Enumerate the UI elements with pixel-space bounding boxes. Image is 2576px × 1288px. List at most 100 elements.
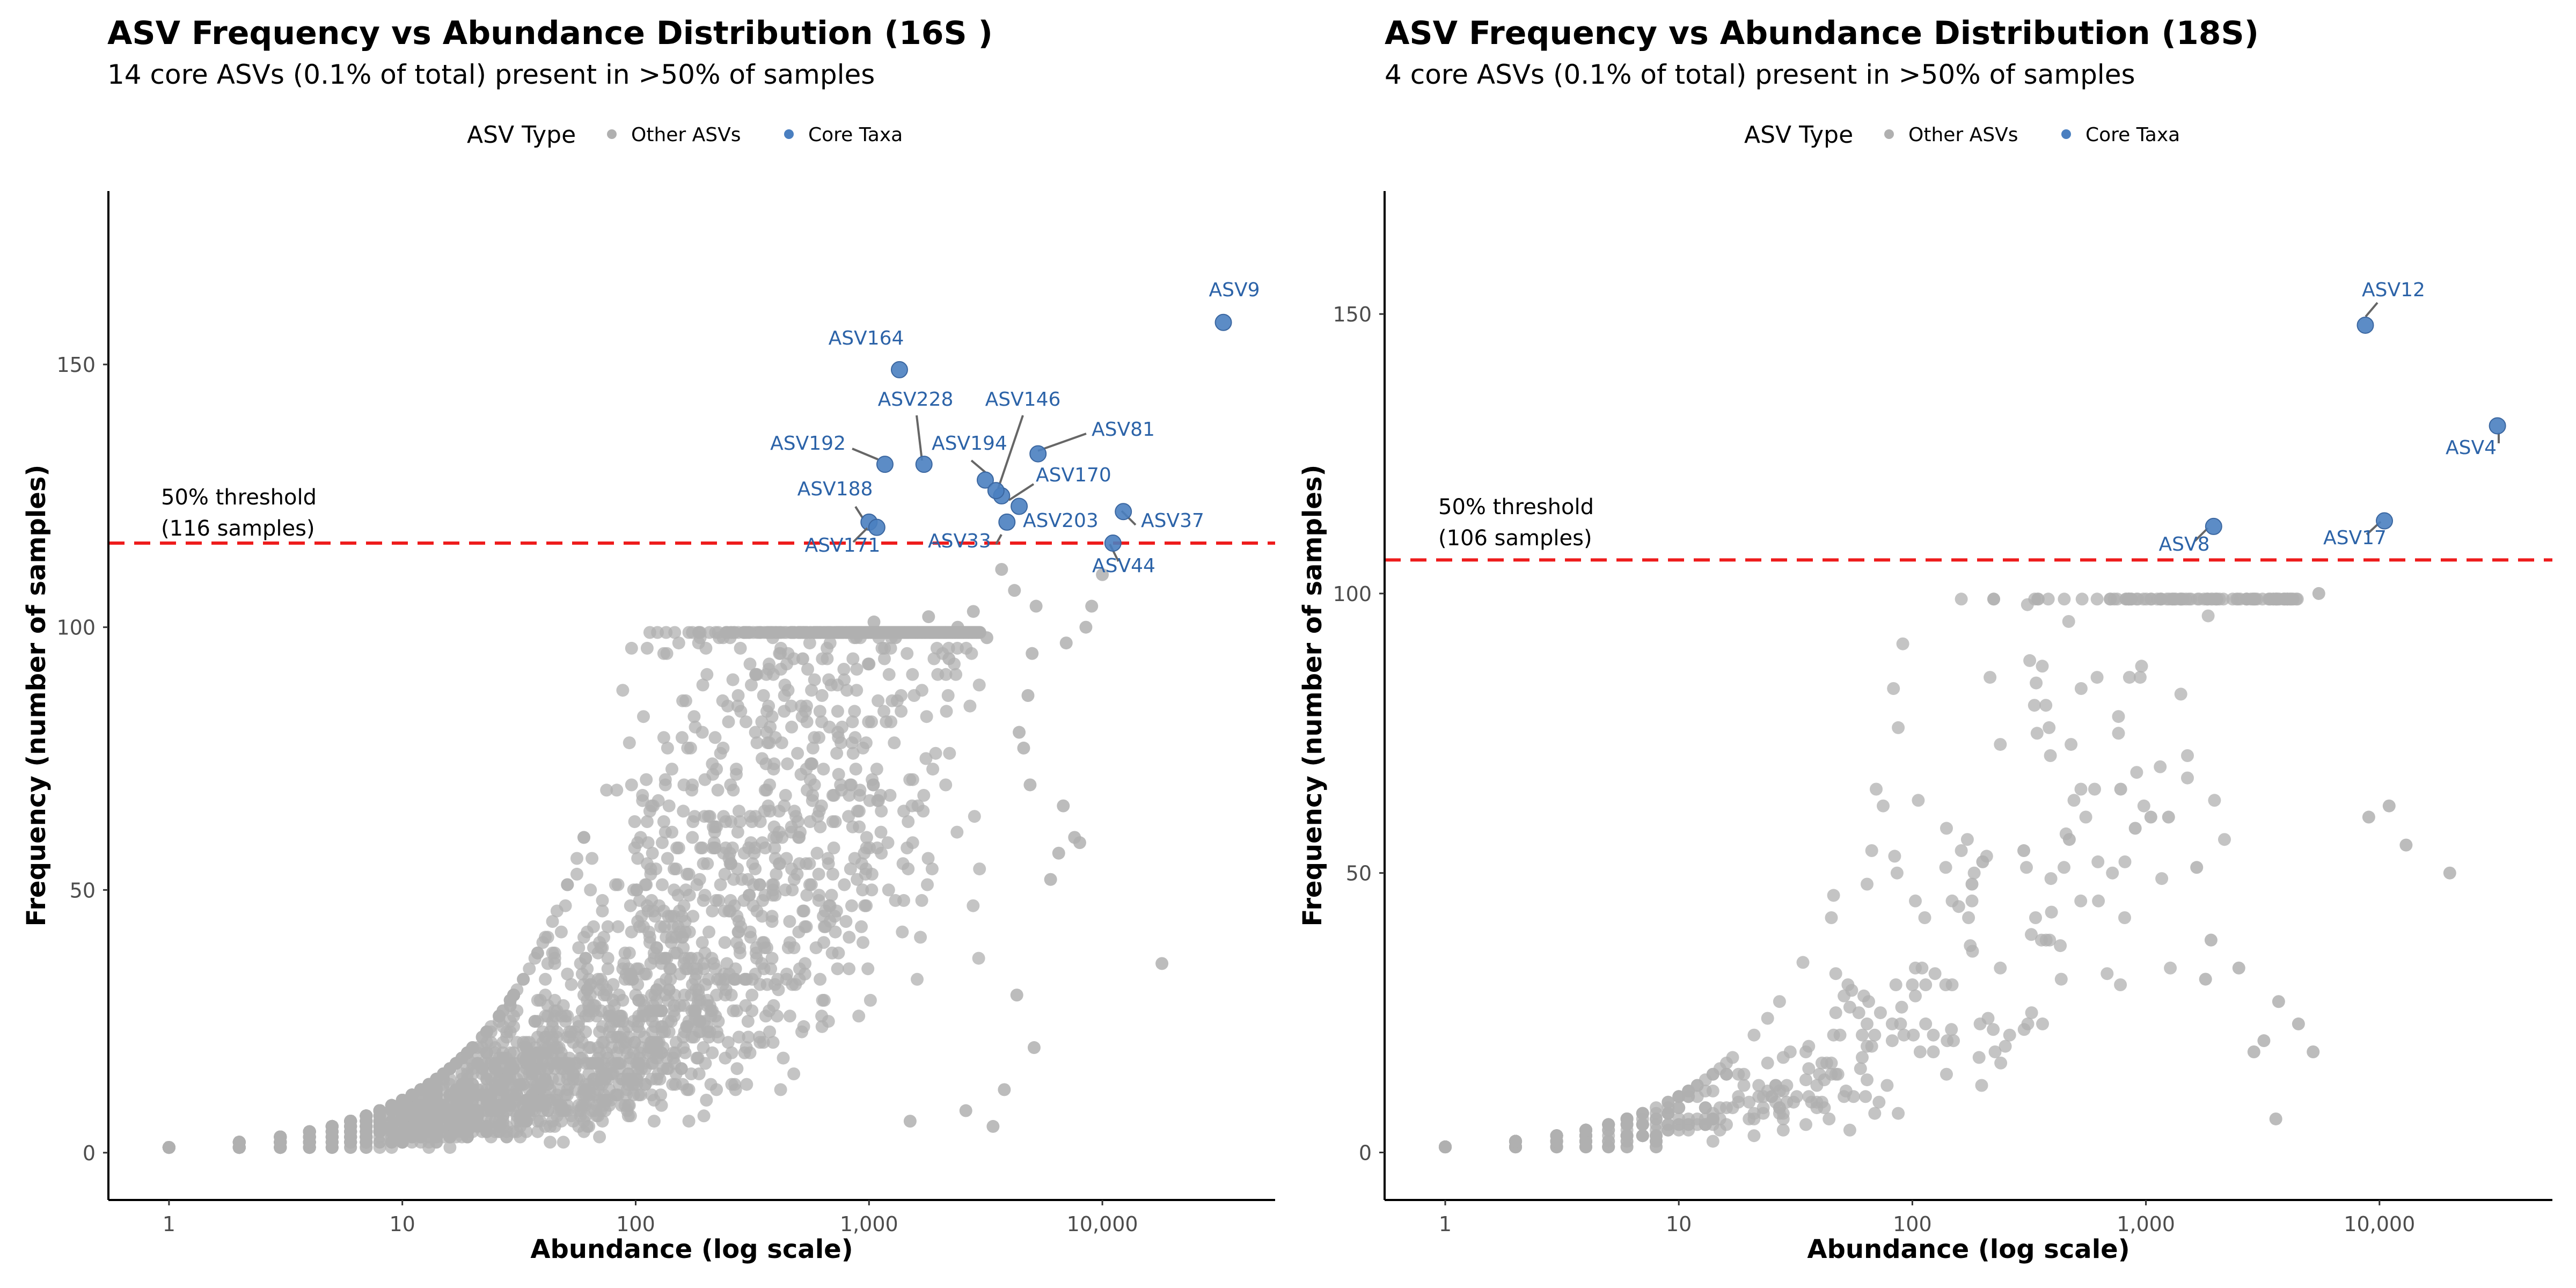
point-other-asv bbox=[373, 1115, 386, 1128]
point-other-asv bbox=[750, 736, 764, 750]
point-other-asv bbox=[2162, 592, 2176, 606]
point-other-asv bbox=[619, 968, 633, 980]
point-other-asv bbox=[1856, 1051, 1869, 1064]
point-other-asv bbox=[1919, 978, 1933, 991]
point-other-asv bbox=[906, 668, 919, 681]
point-other-asv bbox=[1818, 1073, 1831, 1087]
point-cloud-16s bbox=[162, 626, 986, 1154]
point-other-asv bbox=[677, 1041, 690, 1054]
point-other-asv bbox=[1706, 1067, 1719, 1081]
point-other-asv bbox=[843, 789, 856, 802]
panel-18s: ASV Frequency vs Abundance Distribution … bbox=[1298, 14, 2552, 1264]
point-other-asv bbox=[727, 972, 741, 986]
point-other-asv bbox=[579, 952, 592, 965]
point-core-asv81 bbox=[1029, 445, 1047, 463]
point-other-asv bbox=[732, 915, 745, 928]
point-other-asv bbox=[510, 1125, 524, 1138]
point-other-asv bbox=[826, 867, 839, 881]
point-other-asv bbox=[711, 972, 724, 986]
point-other-asv bbox=[1952, 900, 1965, 913]
point-other-asv bbox=[1955, 592, 1968, 606]
point-other-asv bbox=[732, 925, 745, 939]
point-other-asv bbox=[842, 810, 855, 823]
point-other-asv bbox=[762, 799, 775, 813]
point-other-asv bbox=[1939, 861, 1952, 874]
point-other-asv bbox=[685, 784, 699, 797]
point-other-asv bbox=[857, 741, 869, 755]
point-other-asv bbox=[706, 904, 719, 918]
point-other-asv bbox=[677, 957, 691, 970]
point-other-asv bbox=[854, 631, 867, 645]
point-other-asv bbox=[878, 641, 891, 655]
point-other-asv bbox=[856, 883, 869, 897]
point-other-asv bbox=[806, 757, 819, 771]
point-other-asv bbox=[541, 999, 554, 1012]
point-other-asv bbox=[712, 894, 726, 907]
point-other-asv bbox=[422, 1141, 436, 1154]
point-other-asv bbox=[546, 1072, 559, 1086]
point-other-asv bbox=[1829, 1006, 1842, 1020]
point-other-asv bbox=[742, 1030, 755, 1044]
point-other-asv bbox=[871, 794, 884, 807]
point-other-asv bbox=[808, 778, 821, 792]
point-other-asv bbox=[561, 968, 574, 980]
point-other-asv bbox=[587, 999, 600, 1012]
point-other-asv bbox=[812, 867, 825, 881]
point-other-asv bbox=[460, 1078, 474, 1091]
point-other-asv bbox=[552, 1083, 566, 1096]
point-other-asv bbox=[668, 989, 682, 1002]
point-other-asv bbox=[162, 1141, 175, 1154]
point-other-asv bbox=[586, 1104, 599, 1117]
point-other-asv bbox=[325, 1119, 339, 1133]
point-other-asv bbox=[815, 1009, 829, 1023]
point-other-asv bbox=[544, 1136, 557, 1149]
point-other-asv bbox=[627, 1088, 640, 1102]
point-other-asv bbox=[753, 815, 767, 828]
point-other-asv bbox=[740, 1078, 753, 1091]
point-other-asv bbox=[2036, 1017, 2049, 1030]
point-other-asv bbox=[640, 968, 653, 980]
point-core-asv12 bbox=[2357, 316, 2374, 334]
point-other-asv bbox=[1085, 599, 1099, 613]
point-other-asv bbox=[1976, 855, 1989, 868]
point-other-asv bbox=[675, 731, 689, 744]
point-other-asv bbox=[665, 763, 678, 776]
point-other-asv bbox=[1765, 1090, 1779, 1103]
point-other-asv bbox=[696, 678, 709, 692]
point-other-asv bbox=[618, 1099, 632, 1112]
point-other-asv bbox=[1897, 1028, 1911, 1042]
point-other-asv bbox=[2137, 799, 2150, 813]
point-other-asv bbox=[875, 846, 888, 860]
point-other-asv bbox=[2164, 961, 2177, 975]
point-other-asv bbox=[586, 852, 599, 865]
point-other-asv bbox=[702, 925, 715, 939]
point-other-asv bbox=[731, 689, 745, 702]
point-other-asv bbox=[783, 915, 796, 928]
point-other-asv bbox=[581, 925, 594, 939]
point-other-asv bbox=[973, 862, 986, 876]
point-other-asv bbox=[702, 626, 716, 639]
point-other-asv bbox=[657, 731, 670, 744]
point-other-asv bbox=[1868, 1107, 1882, 1120]
point-other-asv bbox=[565, 978, 578, 991]
point-other-asv bbox=[661, 852, 674, 865]
point-other-asv bbox=[1965, 877, 1979, 891]
panel-16s: ASV Frequency vs Abundance Distribution … bbox=[21, 14, 1275, 1264]
point-other-asv bbox=[618, 946, 632, 960]
point-other-asv bbox=[645, 1088, 658, 1102]
label-asv4: ASV4 bbox=[2446, 437, 2497, 459]
point-other-asv bbox=[745, 989, 759, 1002]
point-other-asv bbox=[422, 1078, 436, 1091]
point-other-asv bbox=[710, 989, 723, 1002]
point-other-asv bbox=[2017, 1023, 2031, 1036]
point-other-asv bbox=[2118, 855, 2132, 868]
point-other-asv bbox=[745, 678, 758, 692]
point-other-asv bbox=[813, 889, 826, 902]
point-other-asv bbox=[1672, 1090, 1686, 1103]
point-other-asv bbox=[1975, 1079, 1988, 1092]
point-other-asv bbox=[539, 972, 552, 986]
point-other-asv bbox=[2020, 861, 2033, 874]
point-other-asv bbox=[972, 952, 985, 965]
point-other-asv bbox=[2106, 866, 2119, 880]
point-other-asv bbox=[2075, 592, 2089, 606]
